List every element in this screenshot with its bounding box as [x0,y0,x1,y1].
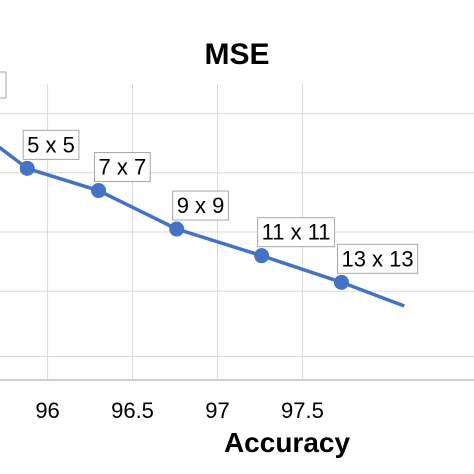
data-point [91,183,107,199]
x-tick-label: 96 [35,398,59,423]
point-label: 9 x 9 [177,193,225,218]
data-point [19,160,35,176]
point-label: 13 x 13 [341,246,413,271]
x-axis-label: Accuracy [224,427,351,458]
point-label-box [94,152,151,183]
point-label: 11 x 11 [262,220,331,245]
point-label-box [22,129,80,160]
point-labels: 5 x 5 7 x 7 9 x 9 11 x 11 13 x 13 [0,71,419,274]
x-tick-label: 97 [205,398,229,423]
point-label: 7 x 7 [99,155,147,180]
grid [0,84,474,380]
x-tick-labels: 96 96.5 97 97.5 [35,398,323,423]
data-points [19,160,349,290]
data-point [169,221,185,237]
point-label: 5 x 5 [27,132,75,157]
point-label-box [172,190,229,221]
x-tick-label: 96.5 [111,398,154,423]
x-tick-label: 97.5 [281,398,324,423]
data-point [333,274,349,290]
data-point [254,248,270,264]
chart-title: MSE [204,38,269,71]
point-label-box [0,71,7,99]
point-label-box [336,243,419,274]
point-label-box [257,217,336,248]
